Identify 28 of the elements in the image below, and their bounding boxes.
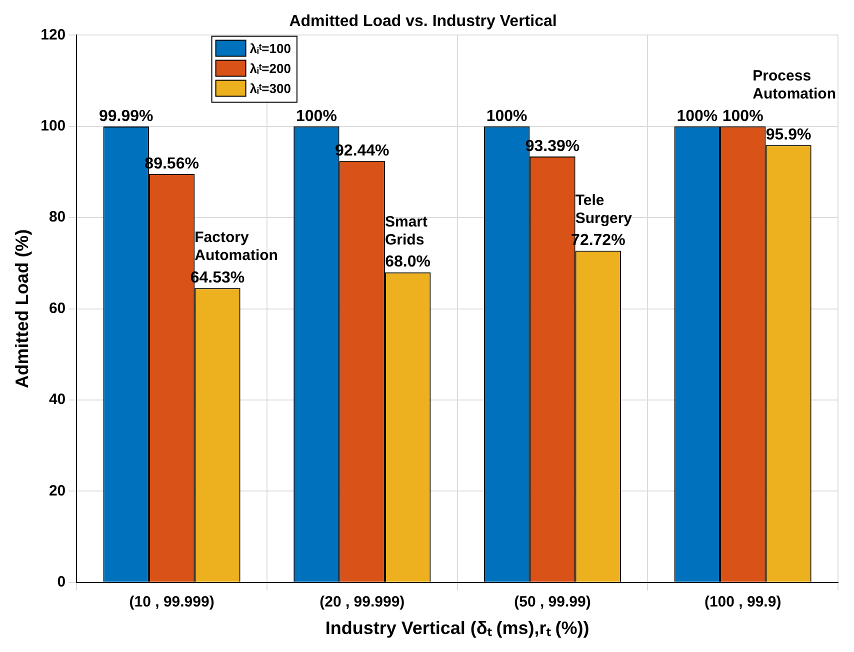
annotation: Tele Surgery [575,192,633,227]
annotation: Factory Automation [194,229,278,264]
y-tick-label: 40 [48,391,66,408]
x-tick-label: (10 , 99.999) [129,594,214,611]
x-tick-label: (100 , 99.9) [704,594,782,611]
x-tick-label: (20 , 99.999) [320,594,405,611]
x-axis-title: Industry Vertical (δₜ (ms),rₜ (%)) [325,618,590,638]
data-label: 100% [296,108,337,125]
annotation: Process Automation [752,67,836,102]
y-tick-label: 60 [48,300,66,317]
y-tick-label: 120 [40,26,66,44]
annotation: Smart Grids [384,213,428,248]
y-tick-label: 80 [48,208,66,226]
data-label: 68.0% [385,254,431,271]
x-tick-label: (50 , 99.99) [514,594,591,611]
legend-label: λᵢᵗ=300 [250,80,291,96]
legend-label: λᵢᵗ=200 [250,60,291,76]
data-label: 100% [486,108,528,125]
y-tick-label: 100 [40,118,66,135]
y-tick-label: 0 [57,574,66,591]
data-label: 95.9% [766,126,812,144]
y-tick-label: 20 [48,482,66,500]
data-label: 99.99% [98,108,154,125]
legend-label: λᵢᵗ=100 [250,40,291,56]
chart-title: Admitted Load vs. Industry Vertical [289,13,557,30]
data-label: 100% [722,108,764,125]
data-label: 100% [676,108,718,125]
y-axis-title: Admitted Load (%) [12,229,32,388]
